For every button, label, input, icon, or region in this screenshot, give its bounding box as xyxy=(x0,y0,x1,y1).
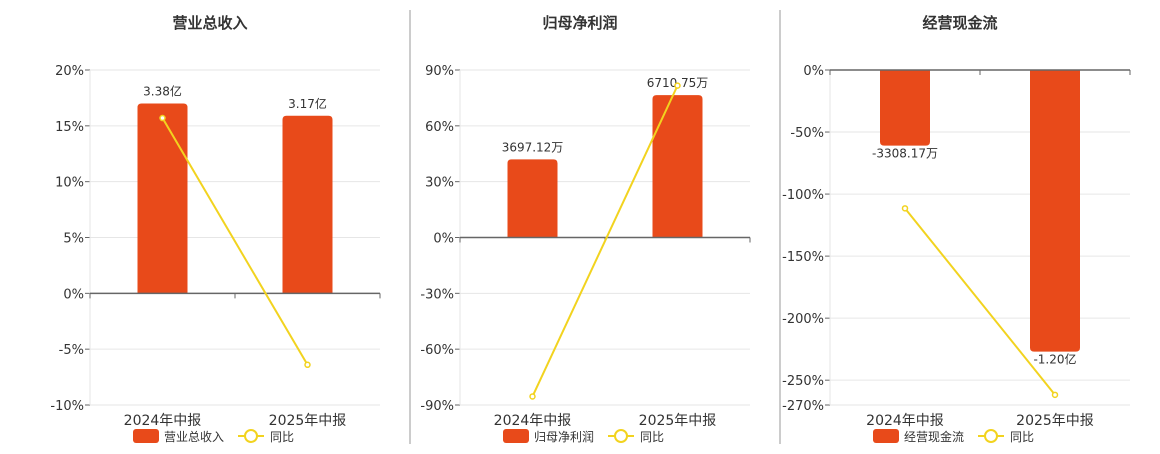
x-category-label: 2024年中报 xyxy=(866,413,944,429)
y-tick-label: 20% xyxy=(55,64,84,79)
x-category-label: 2025年中报 xyxy=(639,413,717,429)
yoy-point-2 xyxy=(1051,391,1059,399)
x-category-label: 2024年中报 xyxy=(494,413,572,429)
legend-line-label: 同比 xyxy=(640,430,664,444)
y-tick-label: -100% xyxy=(782,188,824,203)
legend-bar-label: 经营现金流 xyxy=(904,429,964,444)
y-tick-label: 0% xyxy=(803,64,824,79)
y-tick-label: 0% xyxy=(433,232,454,247)
yoy-point-1 xyxy=(159,114,166,122)
bar-2 xyxy=(652,95,703,238)
legend-bar-label: 归母净利润 xyxy=(534,430,594,444)
y-tick-label: -50% xyxy=(790,126,824,141)
x-category-label: 2025年中报 xyxy=(269,413,347,429)
legend-line-marker xyxy=(614,429,628,443)
y-tick-label: -200% xyxy=(782,312,824,327)
yoy-point-1 xyxy=(529,393,536,400)
chart-title: 经营现金流 xyxy=(922,14,997,32)
y-tick-label: 5% xyxy=(63,232,84,247)
bar-2 xyxy=(1030,70,1080,352)
legend-bar-label: 营业总收入 xyxy=(164,430,224,444)
y-tick-label: -270% xyxy=(782,399,824,414)
y-tick-label: -10% xyxy=(50,399,84,414)
yoy-point-2 xyxy=(674,82,681,89)
legend-line-marker xyxy=(984,429,998,443)
y-tick-label: 10% xyxy=(55,176,84,191)
bar-data-label: -1.20亿 xyxy=(1033,352,1076,367)
y-tick-label: -60% xyxy=(420,343,454,358)
y-tick-label: 90% xyxy=(425,64,454,79)
yoy-line xyxy=(531,85,679,397)
legend-bar-swatch xyxy=(873,429,899,443)
bar-2 xyxy=(282,115,333,294)
y-tick-label: 0% xyxy=(63,287,84,302)
yoy-line xyxy=(904,207,1056,396)
x-category-label: 2024年中报 xyxy=(124,413,202,429)
bar-data-label: 3.17亿 xyxy=(288,96,327,111)
bar-1 xyxy=(507,159,558,238)
bar-1 xyxy=(137,103,188,294)
y-tick-label: -250% xyxy=(782,374,824,389)
bar-data-label: 3.38亿 xyxy=(143,84,182,99)
y-tick-label: 30% xyxy=(425,176,454,191)
bar-data-label: 3697.12万 xyxy=(502,140,564,154)
bar-data-label: -3308.17万 xyxy=(872,147,938,161)
y-tick-label: 15% xyxy=(55,120,84,135)
yoy-point-2 xyxy=(304,361,311,369)
x-category-label: 2025年中报 xyxy=(1016,413,1094,429)
y-tick-label: -90% xyxy=(420,399,454,414)
legend-line-marker xyxy=(244,429,258,443)
legend-bar-swatch xyxy=(133,429,159,443)
legend-line-label: 同比 xyxy=(270,430,294,444)
y-tick-label: -5% xyxy=(59,343,84,358)
yoy-point-1 xyxy=(901,205,909,212)
chart-title: 营业总收入 xyxy=(172,14,247,32)
chart-title: 归母净利润 xyxy=(542,14,617,32)
legend-line-label: 同比 xyxy=(1010,430,1034,444)
bar-1 xyxy=(880,70,930,146)
legend-bar-swatch xyxy=(503,429,529,443)
y-tick-label: 60% xyxy=(425,120,454,135)
yoy-line xyxy=(161,117,309,366)
y-tick-label: -30% xyxy=(420,287,454,302)
y-tick-label: -150% xyxy=(782,250,824,265)
